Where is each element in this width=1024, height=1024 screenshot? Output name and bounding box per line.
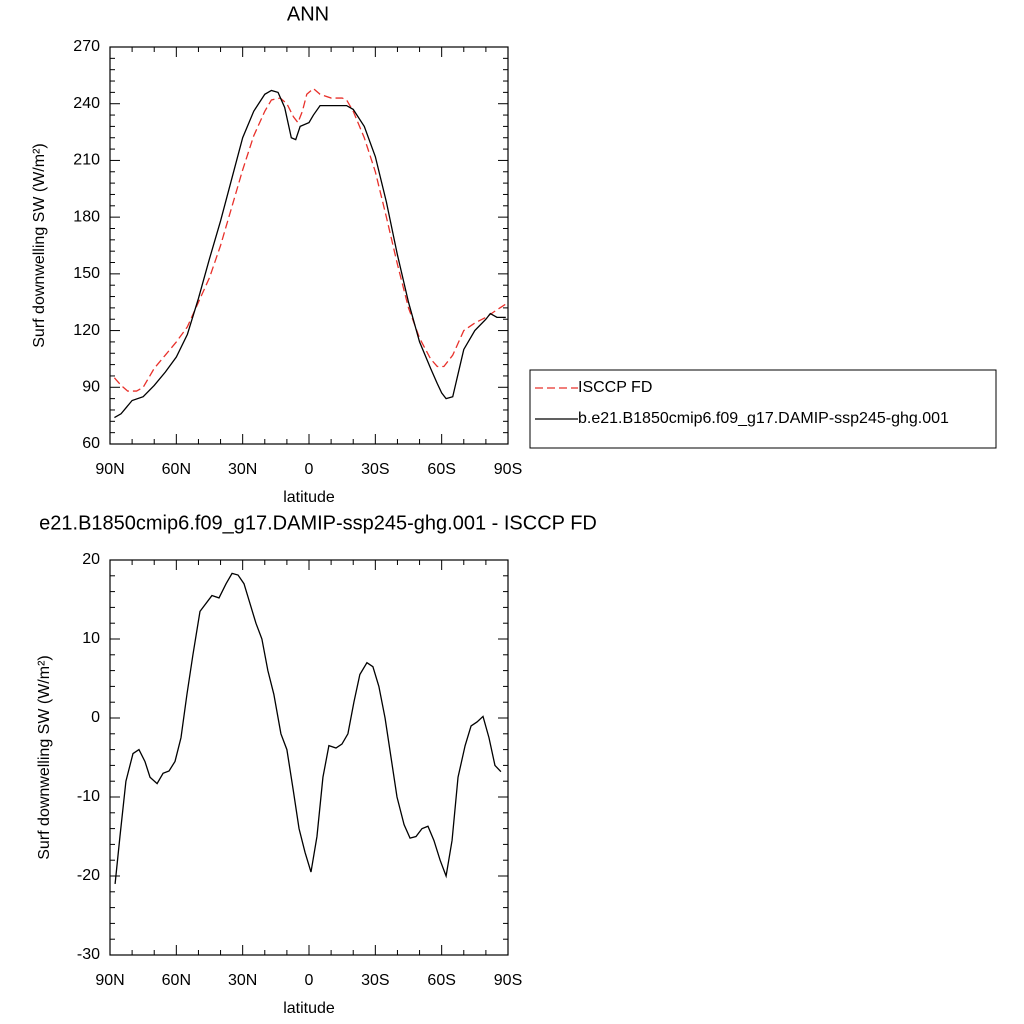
x-tick-label: 0 xyxy=(305,972,314,989)
y-tick-label: 20 xyxy=(82,551,100,568)
x-tick-label: 90N xyxy=(95,972,124,989)
y-tick-label: 210 xyxy=(73,152,100,169)
x-tick-label: 30S xyxy=(361,461,389,478)
y-tick-label: 240 xyxy=(73,95,100,112)
chart-title: e21.B1850cmip6.f09_g17.DAMIP-ssp245-ghg.… xyxy=(39,512,597,534)
y-tick-label: 120 xyxy=(73,322,100,339)
y-tick-label: 10 xyxy=(82,630,100,647)
x-tick-label: 60S xyxy=(427,461,455,478)
x-tick-label: 30S xyxy=(361,972,389,989)
data-line xyxy=(113,87,507,392)
plot-frame xyxy=(109,46,509,445)
plot-frame xyxy=(109,559,509,956)
x-axis-label: latitude xyxy=(283,1000,335,1017)
x-tick-label: 60S xyxy=(427,972,455,989)
x-tick-label: 90S xyxy=(494,972,522,989)
y-tick-label: 270 xyxy=(73,38,100,55)
x-tick-label: 90S xyxy=(494,461,522,478)
y-tick-label: 0 xyxy=(91,709,100,726)
x-tick-label: 90N xyxy=(95,461,124,478)
legend-label: b.e21.B1850cmip6.f09_g17.DAMIP-ssp245-gh… xyxy=(578,410,949,427)
y-tick-label: -10 xyxy=(77,788,100,805)
x-axis-label: latitude xyxy=(283,489,335,506)
y-tick-label: -30 xyxy=(77,946,100,963)
y-tick-label: 180 xyxy=(73,208,100,225)
legend-box xyxy=(529,369,997,449)
x-tick-label: 60N xyxy=(162,972,191,989)
y-tick-label: -20 xyxy=(77,867,100,884)
x-tick-label: 30N xyxy=(228,972,257,989)
x-tick-label: 0 xyxy=(305,461,314,478)
y-tick-label: 60 xyxy=(82,435,100,452)
data-line xyxy=(114,89,506,419)
y-axis-label: Surf downwelling SW (W/m²) xyxy=(31,143,48,347)
y-axis-label: Surf downwelling SW (W/m²) xyxy=(36,655,53,859)
y-tick-label: 90 xyxy=(82,379,100,396)
x-tick-label: 60N xyxy=(162,461,191,478)
chart-title: ANN xyxy=(287,3,329,25)
data-line xyxy=(114,572,502,884)
x-tick-label: 30N xyxy=(228,461,257,478)
y-tick-label: 150 xyxy=(73,265,100,282)
legend-label: ISCCP FD xyxy=(578,379,652,396)
